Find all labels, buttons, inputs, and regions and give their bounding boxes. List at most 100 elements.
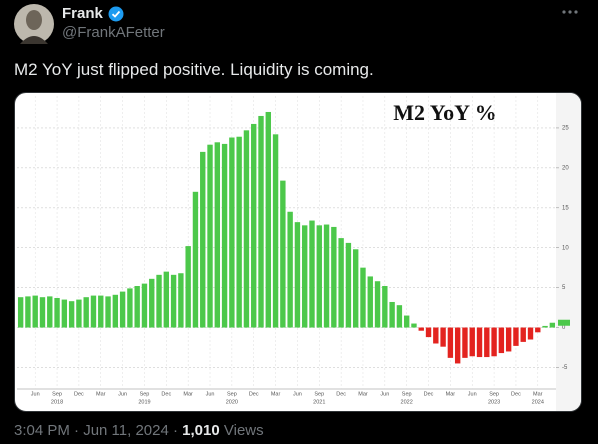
bar [112,294,119,328]
separator: · [173,422,178,439]
x-year-label: 2024 [532,399,544,405]
bar [192,191,199,328]
bar [68,301,75,328]
bar [178,273,184,328]
bar [76,299,82,328]
y-tick-label: 25 [562,126,569,132]
bar [54,297,60,328]
bar [491,327,497,357]
x-tick-label: Mar [358,391,368,397]
x-tick-label: Dec [424,391,434,397]
bar [418,327,424,331]
bar [542,325,548,328]
bar [17,297,24,328]
bar [90,295,97,328]
bar [265,111,271,328]
x-tick-label: Dec [249,391,259,397]
x-tick-label: Jun [293,391,302,397]
bar [411,323,417,328]
author-handle[interactable]: @FrankAFetter [62,24,165,41]
x-year-label: 2018 [51,399,63,405]
x-tick-label: Jun [31,391,40,397]
x-tick-label: Sep [52,391,62,397]
x-year-label: 2019 [138,399,150,405]
bar [294,222,301,328]
bar [440,327,446,347]
bar [236,136,242,328]
x-year-label: 2022 [401,399,413,405]
bar [251,123,257,328]
bar [527,327,534,340]
bar [484,327,490,358]
bar [119,291,126,328]
chart-title: M2 YoY % [393,100,496,125]
bar [200,151,206,328]
x-tick-label: Mar [533,391,543,397]
bar [221,143,228,328]
tweet-text: M2 YoY just flipped positive. Liquidity … [14,60,374,79]
verified-badge [108,6,124,22]
x-tick-label: Mar [446,391,456,397]
x-tick-label: Sep [402,391,412,397]
x-tick-label: Mar [271,391,281,397]
timestamp[interactable]: 3:04 PM · Jun 11, 2024 [14,422,169,439]
bar [353,249,359,328]
bar [207,144,213,328]
y-tick-label: -5 [562,365,568,371]
y-tick-label: 5 [562,285,566,291]
avatar[interactable] [14,4,54,44]
x-tick-label: Jun [206,391,215,397]
bar [535,327,541,333]
bar [549,322,556,328]
bar [309,220,315,328]
bar [127,288,133,328]
bar [258,115,264,328]
y-tick-label: 15 [562,205,569,211]
bar [149,278,155,328]
bar [520,327,526,342]
author-name[interactable]: Frank [62,5,103,22]
bar [454,327,461,364]
x-tick-label: Sep [489,391,499,397]
footer: 3:04 PM · Jun 11, 2024 · 1,010 Views [14,422,264,439]
bar [61,299,68,328]
x-year-label: 2021 [313,399,325,405]
media[interactable]: M2 YoY % -5 0 5 10 15 20 25 Jun Sep Dec Mar Jun Sep D… [14,92,582,412]
bar [389,301,395,328]
bar [141,283,148,328]
x-tick-label: Mar [96,391,106,397]
y-tick-label: 10 [562,245,569,251]
bar [98,295,104,328]
x-tick-label: Sep [314,391,324,397]
x-tick-label: Jun [380,391,389,397]
bar [433,327,439,344]
bar [403,315,410,328]
axis-band [556,93,581,411]
bar [323,224,330,328]
y-tick-label: 0 [562,325,566,331]
bar [105,296,111,328]
bar [374,281,381,328]
bar [214,142,220,328]
x-tick-label: Sep [140,391,150,397]
last-value-marker [558,319,570,326]
bar [272,134,279,328]
bar [280,180,286,328]
x-tick-label: Mar [183,391,193,397]
bar [447,327,454,358]
bar [185,246,191,328]
view-count: 1,010 [182,422,220,439]
more-button[interactable] [560,6,580,18]
x-year-label: 2020 [226,399,238,405]
views-label: Views [223,422,264,439]
bar [243,130,250,328]
bar [287,211,293,328]
bar [360,267,366,328]
bar [396,305,403,328]
bar [462,327,468,358]
x-year-label: 2023 [488,399,500,405]
bar [331,226,337,328]
bar [345,242,352,328]
bar [476,327,483,358]
bar [338,238,344,328]
